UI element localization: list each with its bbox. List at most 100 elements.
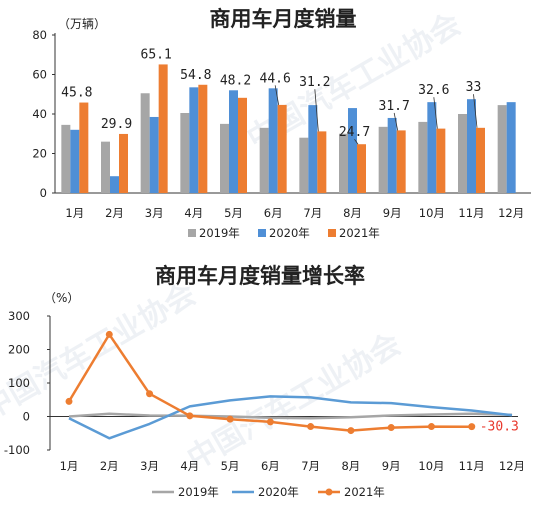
bar-y-tick-label: 0 xyxy=(40,186,47,200)
bar-x-tick-label: 3月 xyxy=(145,206,164,220)
bar-2019年-11月 xyxy=(458,114,467,193)
bar-x-tick-label: 6月 xyxy=(264,206,283,220)
bar-chart-unit-label: （万辆） xyxy=(58,17,106,31)
bar-data-label: 48.2 xyxy=(220,73,251,88)
line-plot-area: -100 0 100 200 300 1月 2月 3月 4月 5月 6月 7月 8月 9月 10月 11月 12… xyxy=(4,309,525,473)
bar-2020年-4月 xyxy=(189,87,199,193)
bar-legend-label: 2019年 xyxy=(199,226,240,240)
line-point-2021年-6月 xyxy=(266,418,274,426)
bar-data-label-leader xyxy=(433,97,438,129)
bar-data-label: 32.6 xyxy=(418,83,449,98)
bar-x-tick-label: 1月 xyxy=(65,206,84,220)
line-x-tick-label: 11月 xyxy=(459,459,485,473)
line-chart-title: 商用车月度销量增长率 xyxy=(155,264,365,288)
line-point-2021年-3月 xyxy=(146,390,154,398)
bar-chart-title: 商用车月度销量 xyxy=(210,7,357,31)
bar-2019年-4月 xyxy=(180,113,190,193)
line-point-2021年-2月 xyxy=(105,330,113,338)
line-x-tick-label: 2月 xyxy=(100,459,119,473)
line-y-tick-label: 0 xyxy=(23,410,30,424)
line-x-tick-label: 6月 xyxy=(261,459,280,473)
bar-2020年-9月 xyxy=(387,117,397,193)
line-x-tick-label: 8月 xyxy=(341,459,360,473)
bar-2020年-10月 xyxy=(427,102,437,193)
bar-2020年-12月 xyxy=(506,102,516,193)
bar-y-tick-label: 60 xyxy=(32,68,47,82)
bar-x-tick-label: 7月 xyxy=(303,206,322,220)
line-chart-legend: 2019年 2020年 2021年 xyxy=(152,485,385,499)
bar-2020年-7月 xyxy=(308,105,318,193)
bar-legend-swatch-2021年 xyxy=(328,229,336,237)
bar-2020年-8月 xyxy=(348,108,357,193)
line-y-tick-label: 300 xyxy=(8,309,30,323)
bar-2020年-2月 xyxy=(110,176,119,193)
bar-2021年-5月 xyxy=(238,97,247,193)
line-legend-label: 2020年 xyxy=(258,485,299,499)
line-x-tick-label: 12月 xyxy=(499,459,525,473)
bar-2021年-9月 xyxy=(396,130,406,193)
bar-2021年-1月 xyxy=(79,102,89,193)
line-point-2021年-5月 xyxy=(226,415,234,423)
bar-data-label: 45.8 xyxy=(61,86,92,101)
line-x-tick-label: 3月 xyxy=(140,459,159,473)
bar-data-label: 65.1 xyxy=(141,47,172,62)
bar-2019年-9月 xyxy=(378,126,388,193)
bar-2021年-11月 xyxy=(476,127,485,193)
bar-2021年-8月 xyxy=(357,144,366,193)
bar-data-label: 44.6 xyxy=(260,71,291,86)
bar-2019年-2月 xyxy=(101,141,110,193)
bar-x-tick-label: 12月 xyxy=(498,206,524,220)
bar-x-tick-label: 4月 xyxy=(184,206,203,220)
bar-x-tick-label: 2月 xyxy=(105,206,124,220)
line-y-tick-label: 100 xyxy=(8,376,30,390)
bar-2020年-6月 xyxy=(268,88,278,193)
bar-2019年-5月 xyxy=(220,123,229,193)
bar-2021年-6月 xyxy=(277,104,287,193)
bar-x-tick-label: 10月 xyxy=(419,206,445,220)
bar-chart-legend: 2019年 2020年 2021年 xyxy=(188,226,380,240)
bar-data-label-leader xyxy=(274,85,280,105)
line-point-2021年-1月 xyxy=(65,397,73,405)
line-point-2021年-10月 xyxy=(427,423,435,431)
line-series-2019年 xyxy=(68,412,513,420)
bar-data-label: 54.8 xyxy=(180,68,211,83)
bar-2019年-7月 xyxy=(299,137,309,193)
bar-data-label: 24.7 xyxy=(339,125,370,140)
bar-2019年-8月 xyxy=(339,133,348,193)
bar-data-label-leader xyxy=(314,89,319,132)
bar-2019年-3月 xyxy=(140,93,150,193)
bar-x-tick-label: 8月 xyxy=(343,206,362,220)
bar-x-tick-label: 11月 xyxy=(458,206,484,220)
line-x-tick-label: 9月 xyxy=(382,459,401,473)
line-point-2021年-11月 xyxy=(468,423,476,431)
line-legend-label: 2021年 xyxy=(344,485,385,499)
bar-legend-label: 2021年 xyxy=(339,226,380,240)
bar-2019年-10月 xyxy=(418,121,428,193)
line-legend-label: 2019年 xyxy=(178,485,219,499)
bar-data-label: 33 xyxy=(466,80,482,95)
line-point-2021年-9月 xyxy=(387,424,395,432)
line-x-tick-label: 7月 xyxy=(301,459,320,473)
bar-x-tick-label: 5月 xyxy=(224,206,243,220)
bar-data-label-leader xyxy=(354,138,359,145)
bar-data-label: 31.2 xyxy=(299,75,330,90)
line-legend-marker xyxy=(325,488,333,496)
bar-data-label-leader xyxy=(473,94,478,128)
line-x-tick-label: 4月 xyxy=(180,459,199,473)
line-point-2021年-7月 xyxy=(307,423,315,431)
bar-2021年-3月 xyxy=(158,64,168,194)
bar-x-tick-label: 9月 xyxy=(383,206,402,220)
bar-2019年-1月 xyxy=(61,124,71,193)
line-series-2020年 xyxy=(68,395,513,440)
line-data-label: -30.3 xyxy=(480,420,519,435)
line-y-tick-label: 200 xyxy=(8,343,30,357)
bar-data-label: 31.7 xyxy=(379,99,410,114)
bar-plot-area: 0 20 40 60 80 1月 2月 3月 4月 5月 6月 7月 8月 9月 10月 11月 12月 45.8… xyxy=(32,28,531,220)
bar-2021年-4月 xyxy=(198,84,208,193)
line-x-tick-label: 10月 xyxy=(418,459,444,473)
line-x-tick-label: 5月 xyxy=(221,459,240,473)
bar-2020年-1月 xyxy=(70,129,80,193)
bar-2019年-6月 xyxy=(259,127,269,193)
